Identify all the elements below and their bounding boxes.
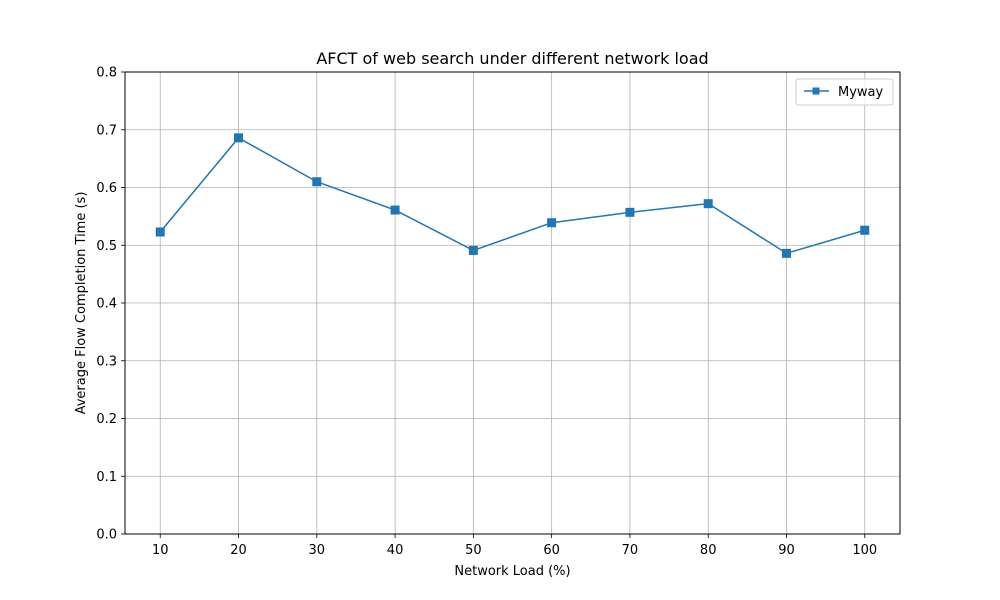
data-point-marker <box>155 227 165 237</box>
y-tick-label: 0.4 <box>96 297 117 312</box>
series-line-myway <box>159 136 865 255</box>
x-tick-label: 90 <box>778 543 795 558</box>
y-tick-label: 0.5 <box>96 239 117 254</box>
legend: Myway <box>795 78 894 106</box>
data-point-marker <box>468 245 478 255</box>
legend-square-marker <box>812 87 820 95</box>
x-tick-label: 50 <box>465 543 482 558</box>
y-axis-label: Average Flow Completion Time (s) <box>74 192 89 415</box>
y-tick-label: 0.3 <box>96 354 117 369</box>
y-tick-label: 0.0 <box>96 528 117 543</box>
data-point-marker <box>547 218 557 228</box>
data-point-marker <box>703 199 713 209</box>
data-point-marker <box>390 205 400 215</box>
legend-box <box>795 78 894 106</box>
y-tick-label: 0.2 <box>96 412 117 427</box>
data-point-marker <box>234 133 244 143</box>
x-tick-label: 10 <box>152 543 169 558</box>
y-tick-label: 0.8 <box>96 66 117 81</box>
chart-title: AFCT of web search under different netwo… <box>316 49 708 68</box>
y-tick-label: 0.7 <box>96 123 117 138</box>
x-tick-label: 20 <box>230 543 247 558</box>
x-tick-label: 100 <box>852 543 877 558</box>
axis-ticks: 10 20 30 40 50 60 70 80 90 100 0.0 0.1 0.2 0.3 0.4 0.5 0… <box>96 66 877 559</box>
x-axis-label: Network Load (%) <box>454 564 570 579</box>
data-point-marker <box>781 248 791 258</box>
data-point-marker <box>625 207 635 217</box>
y-tick-label: 0.1 <box>96 470 117 485</box>
series-layer <box>155 133 870 258</box>
x-tick-label: 60 <box>543 543 560 558</box>
x-tick-label: 80 <box>700 543 717 558</box>
y-tick-label: 0.6 <box>96 181 117 196</box>
data-point-marker <box>312 177 322 187</box>
x-tick-label: 40 <box>387 543 404 558</box>
x-tick-label: 70 <box>622 543 639 558</box>
legend-label-myway: Myway <box>838 85 884 100</box>
x-tick-label: 30 <box>309 543 326 558</box>
data-point-marker <box>860 225 870 235</box>
